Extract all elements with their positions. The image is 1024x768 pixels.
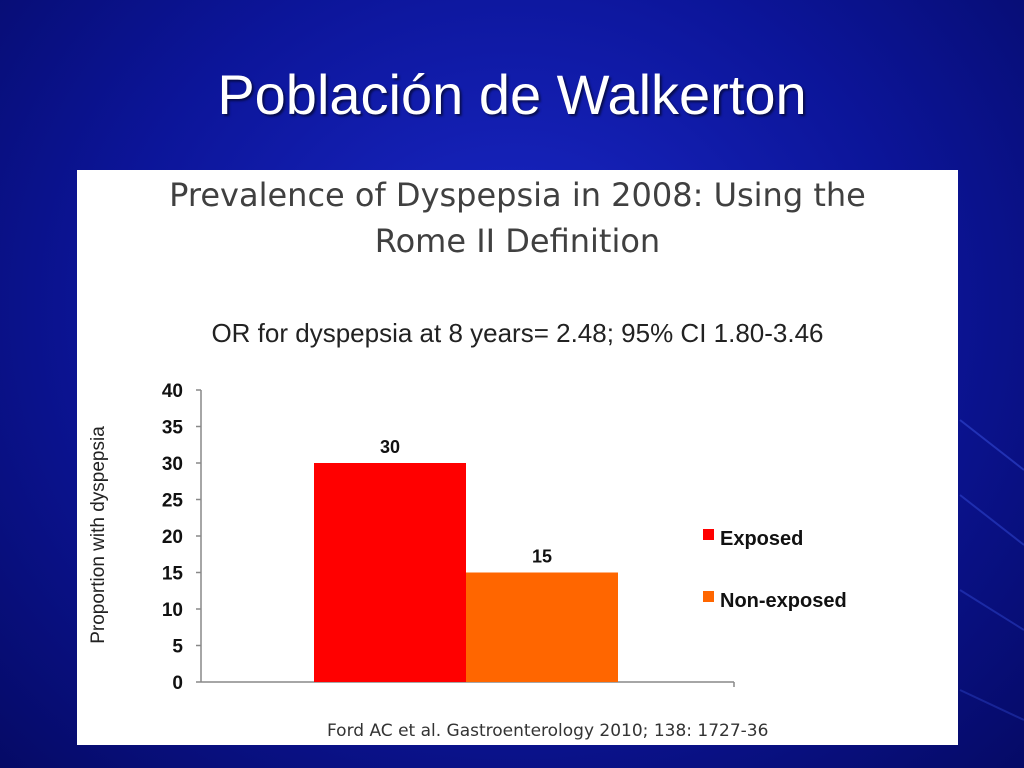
y-tick-label: 35: [162, 418, 184, 439]
chart-title-line-1: Prevalence of Dyspepsia in 2008: Using t…: [169, 176, 866, 214]
legend-label: Non-exposed: [720, 590, 847, 612]
y-tick-label: 20: [162, 527, 183, 548]
chart-subtitle: OR for dyspepsia at 8 years= 2.48; 95% C…: [211, 318, 824, 348]
y-axis-label: Proportion with dyspepsia: [88, 426, 109, 644]
legend-swatch: [703, 529, 714, 540]
y-tick-label: 40: [162, 381, 183, 402]
y-tick-label: 15: [162, 564, 184, 585]
y-tick-label: 5: [172, 637, 183, 658]
legend-label: Exposed: [720, 528, 803, 550]
data-label: 30: [380, 437, 400, 457]
chart-title: Prevalence of Dyspepsia in 2008: Using t…: [77, 172, 958, 264]
y-tick-label: 0: [172, 673, 183, 694]
bar-non-exposed: [466, 572, 618, 682]
slide-title: Población de Walkerton: [217, 63, 807, 126]
data-label: 15: [532, 547, 552, 567]
chart-panel: Prevalence of Dyspepsia in 2008: Using t…: [77, 170, 958, 745]
chart-title-line-2: Rome II Definition: [374, 222, 661, 260]
y-tick-label: 30: [162, 454, 183, 475]
y-tick-label: 25: [162, 491, 184, 512]
bar-chart: 0 5 10 15 20 25 30 35 40 30 15 Exposed Non-exposed…: [88, 381, 847, 694]
citation: Ford AC et al. Gastroenterology 2010; 13…: [327, 721, 769, 741]
legend-swatch: [703, 591, 714, 602]
y-tick-label: 10: [162, 600, 183, 621]
bar-exposed: [314, 463, 466, 682]
